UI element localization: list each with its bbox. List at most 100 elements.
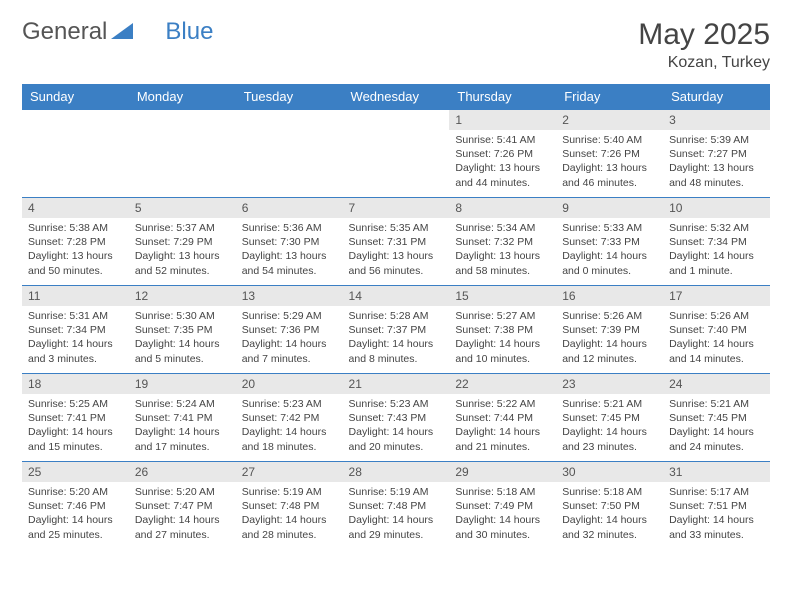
day-number: 3 [663, 110, 770, 130]
day-number: 30 [556, 462, 663, 482]
day-number: 14 [343, 286, 450, 306]
day-cell: 30Sunrise: 5:18 AMSunset: 7:50 PMDayligh… [556, 462, 663, 550]
day-number: 2 [556, 110, 663, 130]
week-row: 11Sunrise: 5:31 AMSunset: 7:34 PMDayligh… [22, 286, 770, 374]
logo-text-1: General [22, 18, 107, 46]
day-cell: 1Sunrise: 5:41 AMSunset: 7:26 PMDaylight… [449, 110, 556, 198]
day-details: Sunrise: 5:32 AMSunset: 7:34 PMDaylight:… [663, 218, 770, 282]
day-details: Sunrise: 5:19 AMSunset: 7:48 PMDaylight:… [343, 482, 450, 546]
day-number: 31 [663, 462, 770, 482]
day-cell: 16Sunrise: 5:26 AMSunset: 7:39 PMDayligh… [556, 286, 663, 374]
day-details: Sunrise: 5:33 AMSunset: 7:33 PMDaylight:… [556, 218, 663, 282]
day-cell [343, 110, 450, 198]
day-cell: 26Sunrise: 5:20 AMSunset: 7:47 PMDayligh… [129, 462, 236, 550]
month-title: May 2025 [638, 18, 770, 52]
day-cell: 28Sunrise: 5:19 AMSunset: 7:48 PMDayligh… [343, 462, 450, 550]
day-header: Sunday [22, 84, 129, 110]
day-cell [22, 110, 129, 198]
day-details: Sunrise: 5:25 AMSunset: 7:41 PMDaylight:… [22, 394, 129, 458]
day-cell: 19Sunrise: 5:24 AMSunset: 7:41 PMDayligh… [129, 374, 236, 462]
day-details: Sunrise: 5:21 AMSunset: 7:45 PMDaylight:… [663, 394, 770, 458]
day-header: Thursday [449, 84, 556, 110]
day-header: Wednesday [343, 84, 450, 110]
day-cell: 7Sunrise: 5:35 AMSunset: 7:31 PMDaylight… [343, 198, 450, 286]
day-details: Sunrise: 5:31 AMSunset: 7:34 PMDaylight:… [22, 306, 129, 370]
day-details: Sunrise: 5:26 AMSunset: 7:39 PMDaylight:… [556, 306, 663, 370]
day-header: Tuesday [236, 84, 343, 110]
day-cell: 18Sunrise: 5:25 AMSunset: 7:41 PMDayligh… [22, 374, 129, 462]
week-row: 18Sunrise: 5:25 AMSunset: 7:41 PMDayligh… [22, 374, 770, 462]
title-block: May 2025 Kozan, Turkey [638, 18, 770, 72]
calendar-table: SundayMondayTuesdayWednesdayThursdayFrid… [22, 84, 770, 550]
day-number: 18 [22, 374, 129, 394]
day-number: 17 [663, 286, 770, 306]
day-cell: 21Sunrise: 5:23 AMSunset: 7:43 PMDayligh… [343, 374, 450, 462]
logo-text-2: Blue [165, 18, 213, 46]
day-details: Sunrise: 5:17 AMSunset: 7:51 PMDaylight:… [663, 482, 770, 546]
day-details: Sunrise: 5:34 AMSunset: 7:32 PMDaylight:… [449, 218, 556, 282]
day-details: Sunrise: 5:24 AMSunset: 7:41 PMDaylight:… [129, 394, 236, 458]
day-details: Sunrise: 5:23 AMSunset: 7:43 PMDaylight:… [343, 394, 450, 458]
day-details: Sunrise: 5:21 AMSunset: 7:45 PMDaylight:… [556, 394, 663, 458]
day-cell: 9Sunrise: 5:33 AMSunset: 7:33 PMDaylight… [556, 198, 663, 286]
day-details: Sunrise: 5:18 AMSunset: 7:50 PMDaylight:… [556, 482, 663, 546]
day-details: Sunrise: 5:30 AMSunset: 7:35 PMDaylight:… [129, 306, 236, 370]
day-cell: 27Sunrise: 5:19 AMSunset: 7:48 PMDayligh… [236, 462, 343, 550]
day-number: 21 [343, 374, 450, 394]
day-details: Sunrise: 5:38 AMSunset: 7:28 PMDaylight:… [22, 218, 129, 282]
day-number: 27 [236, 462, 343, 482]
day-header: Saturday [663, 84, 770, 110]
day-details: Sunrise: 5:19 AMSunset: 7:48 PMDaylight:… [236, 482, 343, 546]
day-number: 10 [663, 198, 770, 218]
day-details: Sunrise: 5:35 AMSunset: 7:31 PMDaylight:… [343, 218, 450, 282]
day-number: 20 [236, 374, 343, 394]
triangle-icon [111, 21, 133, 44]
day-number: 16 [556, 286, 663, 306]
day-number: 11 [22, 286, 129, 306]
day-cell: 2Sunrise: 5:40 AMSunset: 7:26 PMDaylight… [556, 110, 663, 198]
day-number: 6 [236, 198, 343, 218]
day-header: Monday [129, 84, 236, 110]
day-cell: 10Sunrise: 5:32 AMSunset: 7:34 PMDayligh… [663, 198, 770, 286]
week-row: 4Sunrise: 5:38 AMSunset: 7:28 PMDaylight… [22, 198, 770, 286]
day-cell: 5Sunrise: 5:37 AMSunset: 7:29 PMDaylight… [129, 198, 236, 286]
day-cell: 6Sunrise: 5:36 AMSunset: 7:30 PMDaylight… [236, 198, 343, 286]
week-row: 25Sunrise: 5:20 AMSunset: 7:46 PMDayligh… [22, 462, 770, 550]
day-cell: 13Sunrise: 5:29 AMSunset: 7:36 PMDayligh… [236, 286, 343, 374]
day-cell: 20Sunrise: 5:23 AMSunset: 7:42 PMDayligh… [236, 374, 343, 462]
day-number: 12 [129, 286, 236, 306]
day-header: Friday [556, 84, 663, 110]
day-number: 28 [343, 462, 450, 482]
day-details: Sunrise: 5:29 AMSunset: 7:36 PMDaylight:… [236, 306, 343, 370]
day-details: Sunrise: 5:23 AMSunset: 7:42 PMDaylight:… [236, 394, 343, 458]
day-number: 22 [449, 374, 556, 394]
day-number: 8 [449, 198, 556, 218]
day-cell: 3Sunrise: 5:39 AMSunset: 7:27 PMDaylight… [663, 110, 770, 198]
location: Kozan, Turkey [638, 54, 770, 72]
day-cell [129, 110, 236, 198]
day-cell: 31Sunrise: 5:17 AMSunset: 7:51 PMDayligh… [663, 462, 770, 550]
day-cell: 15Sunrise: 5:27 AMSunset: 7:38 PMDayligh… [449, 286, 556, 374]
day-details: Sunrise: 5:39 AMSunset: 7:27 PMDaylight:… [663, 130, 770, 194]
day-details: Sunrise: 5:27 AMSunset: 7:38 PMDaylight:… [449, 306, 556, 370]
day-header-row: SundayMondayTuesdayWednesdayThursdayFrid… [22, 84, 770, 110]
day-number: 7 [343, 198, 450, 218]
day-details: Sunrise: 5:22 AMSunset: 7:44 PMDaylight:… [449, 394, 556, 458]
day-number: 5 [129, 198, 236, 218]
day-details: Sunrise: 5:28 AMSunset: 7:37 PMDaylight:… [343, 306, 450, 370]
day-details: Sunrise: 5:36 AMSunset: 7:30 PMDaylight:… [236, 218, 343, 282]
day-number: 19 [129, 374, 236, 394]
day-cell: 8Sunrise: 5:34 AMSunset: 7:32 PMDaylight… [449, 198, 556, 286]
header: General Blue May 2025 Kozan, Turkey [22, 18, 770, 72]
week-row: 1Sunrise: 5:41 AMSunset: 7:26 PMDaylight… [22, 110, 770, 198]
day-cell: 25Sunrise: 5:20 AMSunset: 7:46 PMDayligh… [22, 462, 129, 550]
day-cell [236, 110, 343, 198]
day-number: 13 [236, 286, 343, 306]
day-cell: 29Sunrise: 5:18 AMSunset: 7:49 PMDayligh… [449, 462, 556, 550]
day-details: Sunrise: 5:37 AMSunset: 7:29 PMDaylight:… [129, 218, 236, 282]
day-details: Sunrise: 5:41 AMSunset: 7:26 PMDaylight:… [449, 130, 556, 194]
day-number: 23 [556, 374, 663, 394]
day-number: 26 [129, 462, 236, 482]
day-number: 29 [449, 462, 556, 482]
day-cell: 11Sunrise: 5:31 AMSunset: 7:34 PMDayligh… [22, 286, 129, 374]
